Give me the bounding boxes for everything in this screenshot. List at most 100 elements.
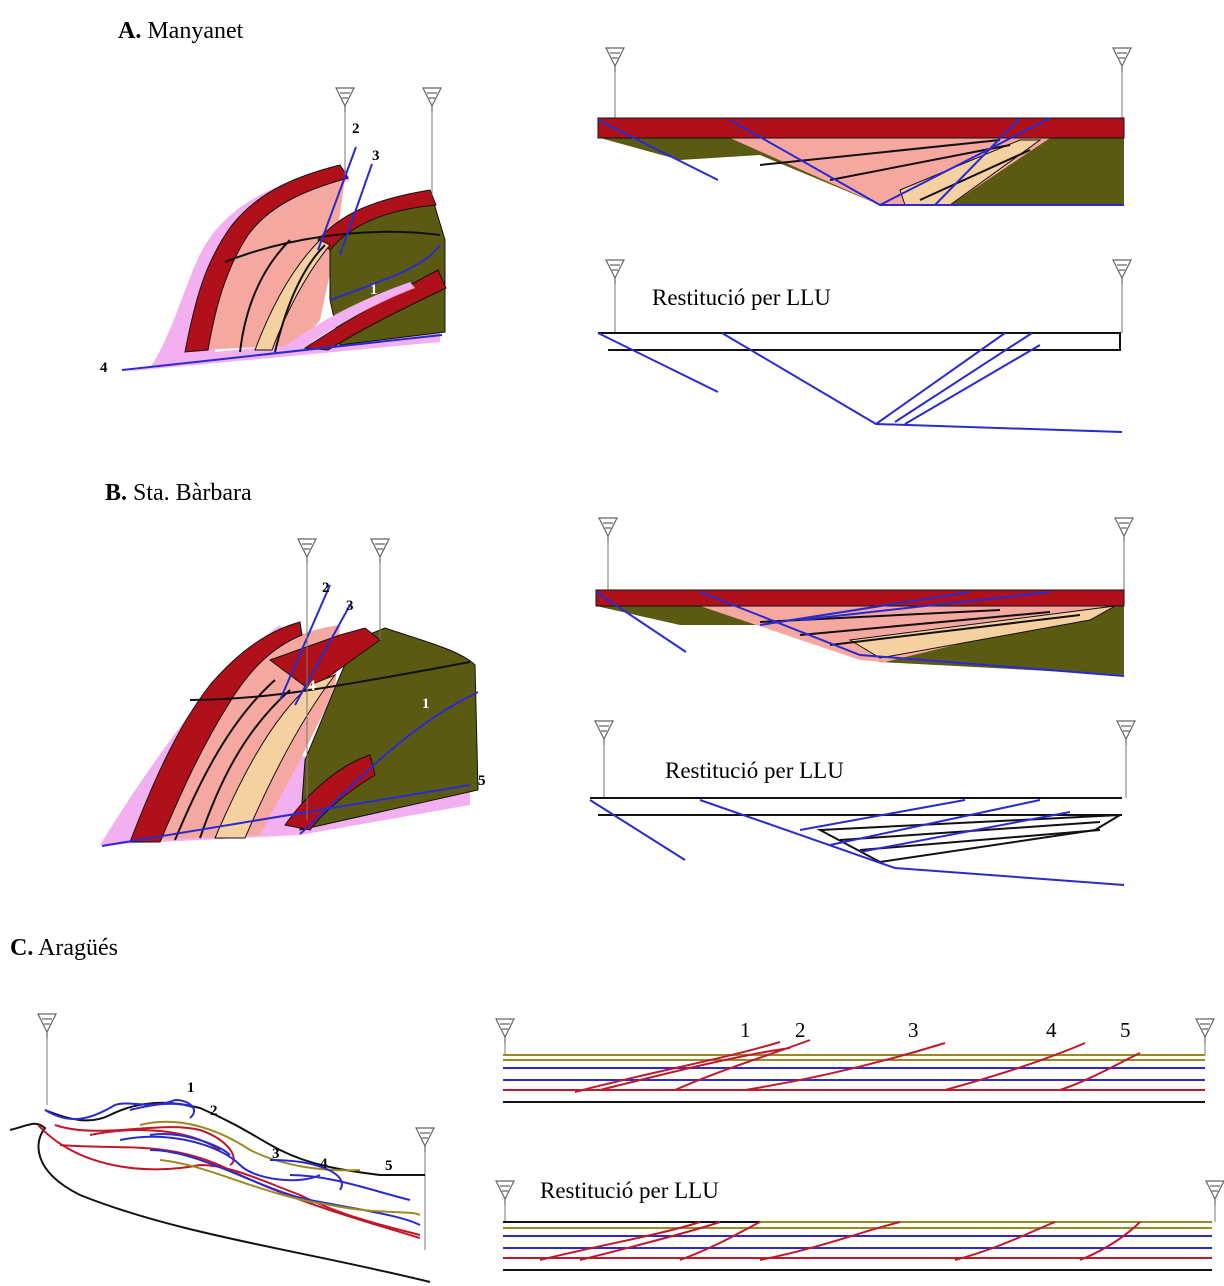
panel-letter: A.	[118, 18, 141, 44]
deformed-model: 1 2 3 4 5	[495, 1018, 1215, 1103]
cross-section-shape	[44, 1098, 195, 1121]
cross-section-shape	[119, 1135, 321, 1182]
panel-title: C. Aragüés	[10, 935, 118, 961]
cross-section-shape	[200, 178, 345, 350]
cross-section-shape	[239, 239, 326, 353]
restored-model-shape	[598, 332, 1121, 351]
deformed-model	[595, 517, 1134, 677]
restoration-label: Restitució per LLU	[665, 758, 844, 783]
fault-label: 2	[352, 121, 360, 137]
restored-model-shape	[614, 284, 1123, 333]
cross-section-shape	[44, 1101, 425, 1176]
panel-letter: C.	[10, 935, 33, 961]
deformed-model-shape	[503, 1054, 1205, 1061]
restored-model-shape	[504, 1205, 1216, 1222]
restored-model-shape	[603, 745, 1127, 798]
well-marker	[605, 47, 625, 72]
fault-label: 5	[1120, 1018, 1131, 1042]
well-marker	[1195, 1018, 1215, 1043]
fault-label: 3	[346, 598, 354, 614]
well-marker	[495, 1180, 515, 1205]
cross-section-shape	[159, 1159, 421, 1216]
well-marker	[1112, 47, 1132, 72]
restored-model-shape	[539, 1221, 1141, 1261]
cross-section-shape	[150, 625, 340, 840]
cross-section-shape	[268, 627, 381, 691]
deformed-model-shape	[607, 542, 1125, 590]
panel-name: Sta. Bàrbara	[133, 480, 252, 506]
restored-model-shape	[597, 332, 1123, 433]
panel-letter: B.	[105, 480, 127, 506]
fault-label: 5	[385, 1158, 393, 1174]
fault-label: 4	[100, 360, 108, 376]
fault-label: 4	[320, 1156, 328, 1172]
deformed-model-shape	[504, 1043, 1206, 1055]
deformed-model-shape	[597, 117, 1125, 139]
deformed-model-shape	[574, 1039, 1141, 1093]
cross-section-shape	[59, 1144, 421, 1239]
cross-section-shape	[129, 1102, 231, 1156]
fault-label: 2	[795, 1018, 806, 1042]
well-marker	[335, 87, 355, 112]
panel-c: C. Aragüés 1 2 3 4 5 1 2 3 4 5 Restituci…	[9, 935, 1224, 1283]
fault-label: 1	[740, 1018, 751, 1042]
deformed-model-shape	[759, 139, 1031, 201]
well-marker	[370, 538, 390, 563]
panel-name: Aragüés	[38, 935, 118, 961]
fault-label: 3	[272, 1146, 280, 1162]
well-marker	[1116, 720, 1136, 745]
fault-label: 2	[210, 1103, 218, 1119]
well-marker	[598, 517, 618, 542]
cross-section-shape	[129, 621, 303, 843]
cross-section: 1 2 3 4 5	[9, 1013, 435, 1283]
cross-section-shape	[121, 334, 443, 371]
cross-section-shape	[303, 269, 447, 351]
well-marker	[1114, 517, 1134, 542]
restored-model-shape	[503, 1235, 1212, 1249]
cross-section-shape	[344, 112, 433, 195]
restored-model-shape	[589, 799, 1125, 886]
fault-label: 4	[1046, 1018, 1057, 1042]
panel-name: Manyanet	[147, 18, 243, 44]
well-marker	[422, 87, 442, 112]
well-marker	[594, 720, 614, 745]
panel-title: B. Sta. Bàrbara	[105, 480, 252, 506]
cross-section-shape	[9, 1122, 431, 1283]
fault-label: 1	[370, 282, 378, 298]
panel-a: A. Manyanet 2 3 1 4 Restitució per LLU	[100, 18, 1132, 433]
deformed-model-shape	[899, 139, 1042, 206]
well-marker	[1112, 259, 1132, 284]
cross-section-shape	[101, 691, 479, 847]
panel-b: B. Sta. Bàrbara 2 3 4 1 5 Restitució per…	[100, 480, 1136, 886]
fault-label: 4	[308, 678, 316, 694]
cross-section-shape	[46, 1038, 426, 1250]
cross-section-shape	[149, 1149, 421, 1226]
deformed-model-shape	[597, 117, 1124, 206]
well-marker	[605, 259, 625, 284]
fault-label: 1	[187, 1080, 195, 1096]
cross-section-shape	[214, 673, 337, 839]
restored-model: Restitució per LLU	[589, 720, 1136, 886]
restoration-label: Restitució per LLU	[540, 1178, 719, 1203]
fault-label: 3	[908, 1018, 919, 1042]
well-marker	[495, 1018, 515, 1043]
cross-section-shape	[184, 164, 349, 353]
fault-label: 5	[478, 773, 486, 789]
fault-label: 1	[422, 696, 430, 712]
fault-label: 2	[322, 580, 330, 596]
panel-title: A. Manyanet	[118, 18, 244, 44]
well-marker	[1205, 1180, 1224, 1205]
restored-model: Restitució per LLU	[597, 259, 1132, 433]
cross-section-shape	[174, 661, 471, 841]
cross-section-shape	[37, 1124, 421, 1236]
cross-section-shape	[139, 1120, 361, 1172]
restored-model-shape	[590, 797, 1122, 816]
well-marker	[37, 1013, 57, 1038]
cross-section-shape	[306, 563, 381, 820]
deformed-model-shape	[595, 591, 1125, 677]
cross-section-shape	[269, 1159, 411, 1201]
deformed-model-shape	[614, 72, 1123, 118]
restoration-label: Restitució per LLU	[652, 285, 831, 310]
